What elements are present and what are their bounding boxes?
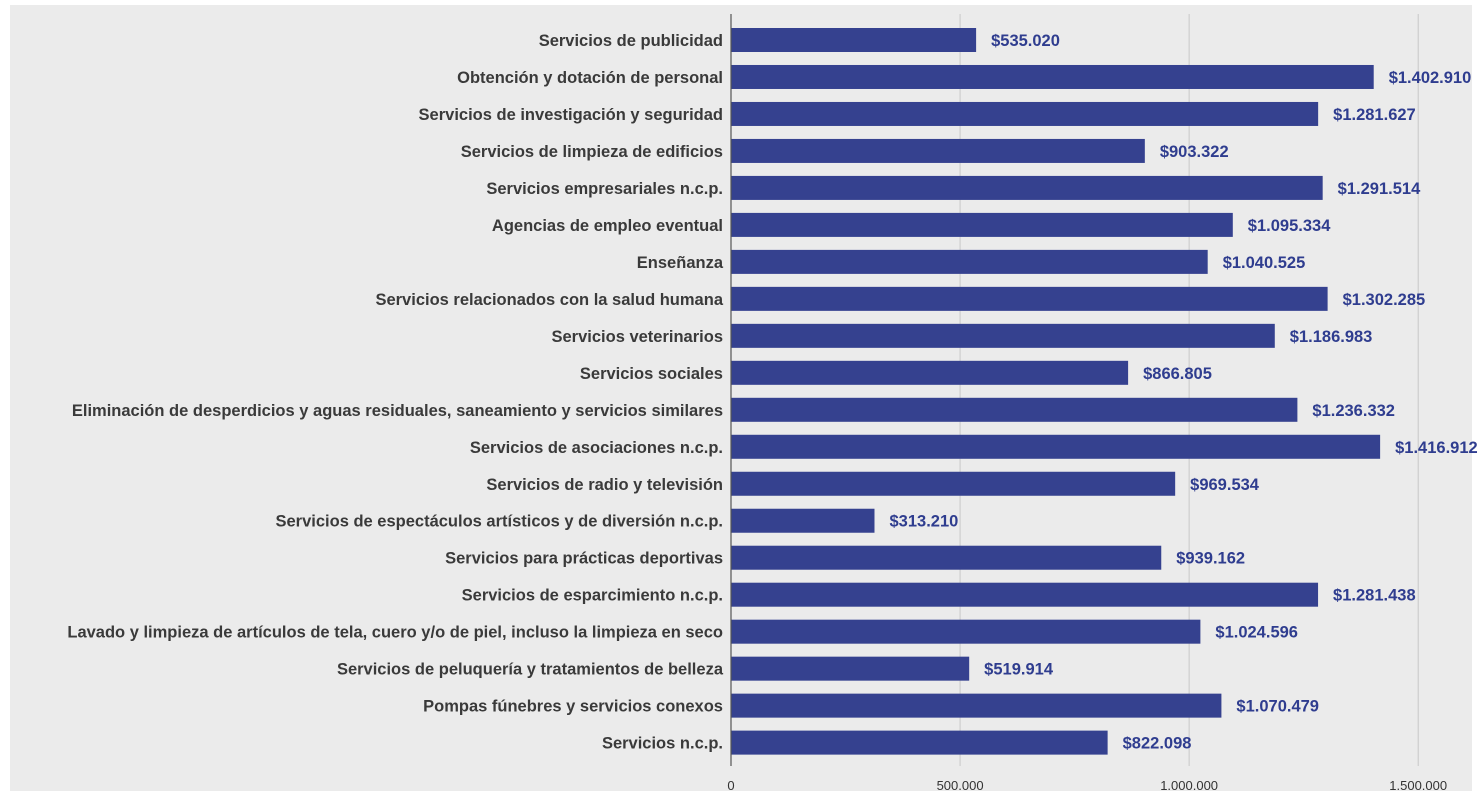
- bar: [731, 545, 1162, 570]
- value-label: $969.534: [1190, 476, 1260, 494]
- category-label: Servicios de peluquería y tratamientos d…: [337, 661, 724, 679]
- x-tick-label: 1.000.000: [1160, 778, 1218, 793]
- value-label: $822.098: [1123, 735, 1192, 753]
- category-label: Eliminación de desperdicios y aguas resi…: [72, 402, 723, 420]
- value-label: $1.416.912: [1395, 439, 1478, 457]
- bar: [731, 471, 1176, 496]
- category-label: Servicios de investigación y seguridad: [419, 106, 723, 124]
- category-label: Servicios de asociaciones n.c.p.: [470, 439, 723, 457]
- category-label: Servicios relacionados con la salud huma…: [375, 291, 723, 309]
- value-label: $519.914: [984, 661, 1054, 679]
- category-label: Servicios sociales: [580, 365, 723, 383]
- bars: [731, 28, 1381, 755]
- value-label: $939.162: [1176, 550, 1245, 568]
- value-label: $535.020: [991, 32, 1060, 50]
- category-label: Pompas fúnebres y servicios conexos: [423, 698, 723, 716]
- category-labels: Servicios de publicidad Obtención y dotac…: [67, 32, 723, 753]
- bar: [731, 286, 1328, 311]
- bar: [731, 101, 1319, 126]
- bar: [731, 175, 1323, 200]
- value-label: $1.070.479: [1236, 698, 1319, 716]
- value-label: $1.302.285: [1343, 291, 1426, 309]
- value-label: $1.040.525: [1223, 254, 1306, 272]
- value-labels: $535.020 $1.402.910 $1.281.627 $903.322 $1.2…: [889, 32, 1477, 753]
- bar: [731, 656, 970, 681]
- category-label: Lavado y limpieza de artículos de tela, …: [67, 624, 723, 642]
- bar: [731, 693, 1222, 718]
- x-axis-tick-labels: 0 500.000 1.000.000 1.500.000: [727, 778, 1447, 793]
- bar: [731, 64, 1374, 89]
- bar: [731, 28, 977, 52]
- category-label: Servicios veterinarios: [551, 328, 723, 346]
- value-label: $313.210: [889, 513, 958, 531]
- bar: [731, 360, 1129, 385]
- bar: [731, 582, 1319, 607]
- bar: [731, 249, 1208, 274]
- category-label: Servicios n.c.p.: [602, 735, 723, 753]
- value-label: $1.024.596: [1215, 624, 1298, 642]
- x-tick-label: 0: [727, 778, 734, 793]
- value-label: $1.281.627: [1333, 106, 1416, 124]
- value-label: $1.095.334: [1248, 217, 1331, 235]
- bar: [731, 434, 1381, 459]
- x-tick-label: 1.500.000: [1389, 778, 1447, 793]
- category-label: Servicios de espectáculos artísticos y d…: [275, 513, 723, 531]
- value-label: $1.291.514: [1338, 180, 1421, 198]
- category-label: Servicios de limpieza de edificios: [461, 143, 723, 161]
- category-label: Servicios de esparcimiento n.c.p.: [462, 587, 723, 605]
- bar: [731, 212, 1233, 237]
- category-label: Obtención y dotación de personal: [457, 69, 723, 87]
- value-label: $903.322: [1160, 143, 1229, 161]
- gridlines: [959, 14, 1419, 766]
- category-label: Servicios empresariales n.c.p.: [486, 180, 723, 198]
- bar: [731, 397, 1298, 422]
- category-label: Servicios de radio y televisión: [486, 476, 723, 494]
- category-label: Servicios para prácticas deportivas: [445, 550, 723, 568]
- value-label: $1.236.332: [1312, 402, 1395, 420]
- bar: [731, 323, 1275, 348]
- x-tick-label: 500.000: [937, 778, 984, 793]
- value-label: $1.402.910: [1389, 69, 1472, 87]
- value-label: $1.281.438: [1333, 587, 1416, 605]
- bar: [731, 730, 1108, 755]
- bar: [731, 138, 1145, 163]
- category-label: Servicios de publicidad: [539, 32, 723, 50]
- bar: [731, 508, 875, 533]
- bar: [731, 619, 1201, 644]
- category-label: Agencias de empleo eventual: [492, 217, 723, 235]
- value-label: $866.805: [1143, 365, 1212, 383]
- category-label: Enseñanza: [637, 254, 724, 272]
- value-label: $1.186.983: [1290, 328, 1373, 346]
